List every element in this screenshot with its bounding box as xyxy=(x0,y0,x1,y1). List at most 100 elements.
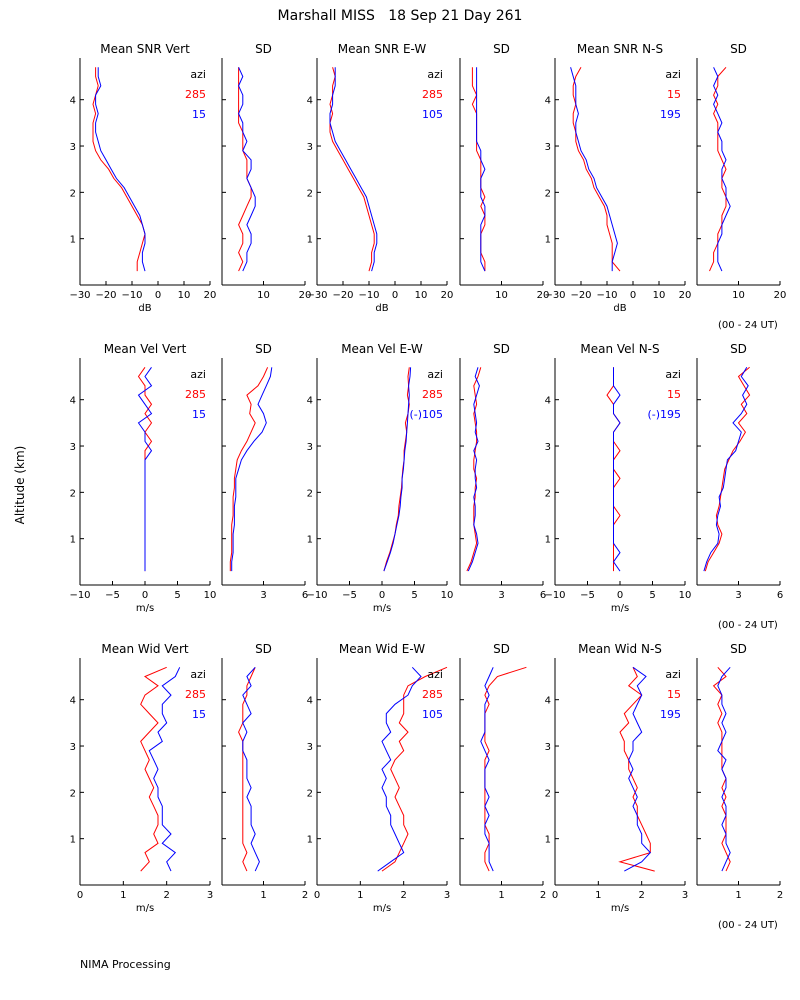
series-line-red xyxy=(704,366,751,572)
panel-title: Mean SNR E-W xyxy=(338,42,427,56)
x-tick-label: −5 xyxy=(105,590,120,601)
y-tick-label: 4 xyxy=(70,96,76,107)
x-tick-label: 1 xyxy=(260,890,266,901)
panel-title: Mean Vel Vert xyxy=(104,342,187,356)
x-axis-label: m/s xyxy=(136,903,154,914)
y-tick-label: 1 xyxy=(307,535,313,546)
legend-item-blue: 15 xyxy=(192,108,206,121)
x-tick-label: 20 xyxy=(204,290,217,301)
legend-item-red: 285 xyxy=(185,388,206,401)
x-tick-label: 2 xyxy=(638,890,644,901)
series-line-blue xyxy=(717,666,731,872)
x-tick-label: 1 xyxy=(357,890,363,901)
y-tick-label: 3 xyxy=(307,442,313,453)
x-tick-label: 20 xyxy=(679,290,692,301)
y-tick-label: 3 xyxy=(70,742,76,753)
y-tick-label: 3 xyxy=(307,742,313,753)
series-line-red xyxy=(383,367,410,572)
series-line-red xyxy=(329,67,375,272)
panel-title: SD xyxy=(255,342,272,356)
y-tick-label: 1 xyxy=(70,235,76,246)
x-tick-label: −20 xyxy=(95,290,116,301)
panel-title: Mean SNR Vert xyxy=(100,42,190,56)
y-tick-label: 3 xyxy=(545,742,551,753)
legend-item-red: 285 xyxy=(422,688,443,701)
series-line-red xyxy=(484,666,527,872)
x-tick-label: 2 xyxy=(302,890,308,901)
panel-title: SD xyxy=(493,642,510,656)
series-line-red xyxy=(229,367,269,572)
x-tick-label: 3 xyxy=(207,890,213,901)
x-axis-label: m/s xyxy=(373,603,391,614)
x-tick-label: −20 xyxy=(570,290,591,301)
panel-title: Mean SNR N-S xyxy=(577,42,663,56)
legend-header: azi xyxy=(665,68,681,81)
x-tick-label: 0 xyxy=(392,290,398,301)
x-tick-label: −5 xyxy=(580,590,595,601)
x-tick-label: 3 xyxy=(682,890,688,901)
x-tick-label: 10 xyxy=(178,290,191,301)
x-tick-label: 10 xyxy=(257,290,270,301)
x-tick-label: 1 xyxy=(498,890,504,901)
series-line-blue xyxy=(467,367,480,572)
legend-item-blue: (-)105 xyxy=(409,408,443,421)
y-tick-label: 1 xyxy=(70,835,76,846)
series-line-red xyxy=(238,67,252,272)
panel-title: SD xyxy=(730,42,747,56)
legend-item-red: 285 xyxy=(185,88,206,101)
series-line-blue xyxy=(148,667,181,872)
x-tick-label: 10 xyxy=(679,590,692,601)
x-axis-label: m/s xyxy=(611,603,629,614)
x-axis-label: dB xyxy=(613,303,626,314)
series-line-red xyxy=(238,667,256,872)
series-line-blue xyxy=(377,666,422,872)
panel-title: SD xyxy=(493,42,510,56)
series-line-red xyxy=(381,666,448,872)
series-line-blue xyxy=(480,667,494,872)
y-tick-label: 4 xyxy=(70,396,76,407)
series-line-red xyxy=(92,67,146,272)
legend-header: azi xyxy=(190,368,206,381)
y-tick-label: 2 xyxy=(307,488,313,499)
series-line-blue xyxy=(329,67,378,272)
time-label-row2: (00 - 24 UT) xyxy=(718,620,778,631)
x-tick-label: 1 xyxy=(735,890,741,901)
y-tick-label: 4 xyxy=(307,396,313,407)
x-tick-label: 10 xyxy=(415,290,428,301)
series-line-blue xyxy=(231,367,273,572)
legend-header: azi xyxy=(190,68,206,81)
series-line-blue xyxy=(703,367,749,572)
legend-header: azi xyxy=(665,368,681,381)
y-tick-label: 4 xyxy=(545,96,551,107)
x-tick-label: −10 xyxy=(596,290,617,301)
y-tick-label: 3 xyxy=(545,142,551,153)
legend-item-red: 285 xyxy=(422,88,443,101)
x-tick-label: 2 xyxy=(163,890,169,901)
y-tick-label: 3 xyxy=(545,442,551,453)
x-tick-label: 3 xyxy=(444,890,450,901)
series-line-blue xyxy=(713,67,731,272)
series-line-blue xyxy=(242,666,260,872)
legend-item-blue: 195 xyxy=(660,708,681,721)
legend-item-red: 15 xyxy=(667,688,681,701)
x-tick-label: 5 xyxy=(649,590,655,601)
x-tick-label: 20 xyxy=(774,290,787,301)
panel-title: Mean Vel E-W xyxy=(341,342,423,356)
x-tick-label: 6 xyxy=(302,590,308,601)
y-tick-label: 4 xyxy=(545,696,551,707)
x-tick-label: −30 xyxy=(69,290,90,301)
x-tick-label: 6 xyxy=(777,590,783,601)
x-tick-label: 10 xyxy=(204,590,217,601)
x-tick-label: 0 xyxy=(155,290,161,301)
legend-item-red: 15 xyxy=(667,88,681,101)
panel-title: SD xyxy=(493,342,510,356)
y-tick-label: 1 xyxy=(545,535,551,546)
x-tick-label: 0 xyxy=(630,290,636,301)
x-tick-label: 2 xyxy=(777,890,783,901)
x-tick-label: 0 xyxy=(617,590,623,601)
series-line-blue xyxy=(383,367,412,572)
legend-item-blue: 105 xyxy=(422,108,443,121)
series-line-blue xyxy=(137,367,153,572)
page-title: Marshall MISS 18 Sep 21 Day 261 xyxy=(277,8,523,24)
